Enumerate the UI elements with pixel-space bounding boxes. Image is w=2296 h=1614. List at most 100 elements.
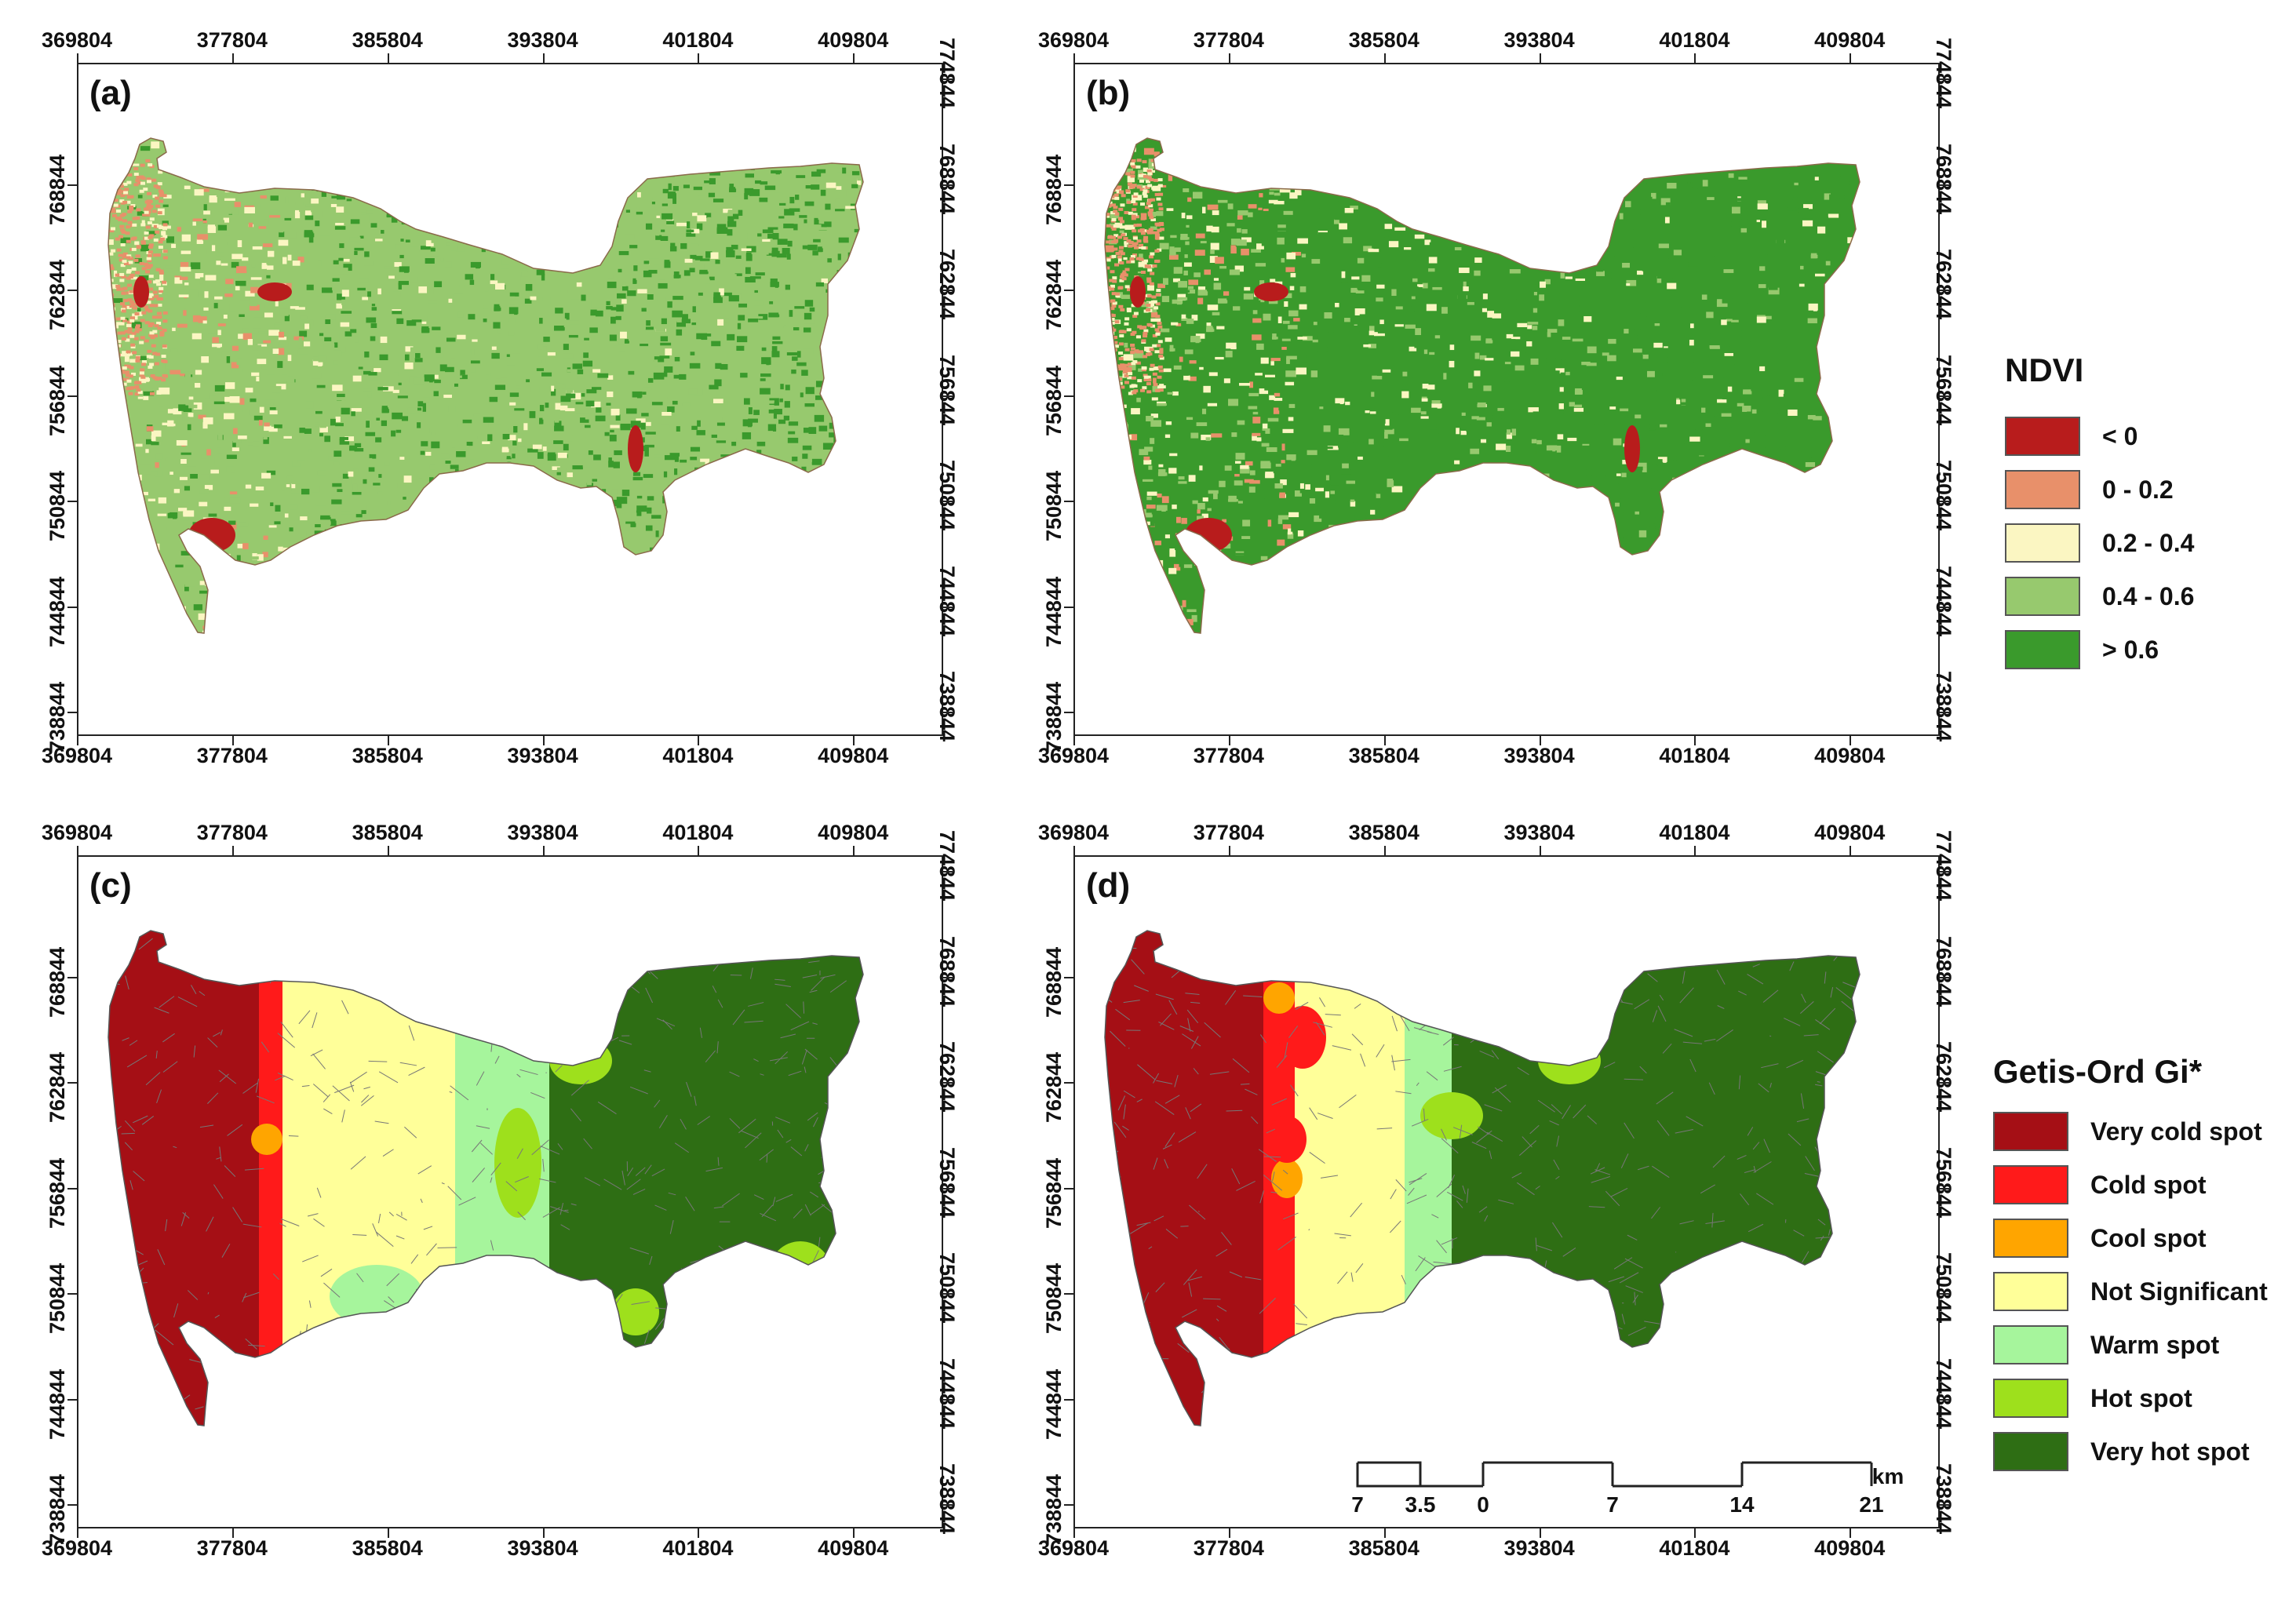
ndvi-pixel [745, 267, 751, 275]
ndvi-pixel [625, 611, 631, 615]
ndvi-pixel [1326, 567, 1333, 573]
ndvi-pixel [1693, 450, 1705, 456]
ndvi-pixel [858, 439, 863, 443]
ndvi-pixel [1627, 548, 1636, 553]
ndvi-pixel [1188, 279, 1199, 286]
ndvi-pixel [813, 239, 821, 242]
ndvi-pixel [204, 392, 210, 399]
ndvi-pixel [1506, 333, 1514, 339]
ndvi-pixel [1411, 407, 1421, 414]
ndvi-pixel [453, 614, 457, 618]
ndvi-pixel [782, 248, 790, 255]
ndvi-pixel [226, 466, 235, 472]
ndvi-pixel [672, 601, 678, 606]
ndvi-pixel [1386, 590, 1390, 596]
ndvi-pixel [145, 449, 149, 454]
ndvi-pixel [1682, 179, 1693, 183]
ndvi-pixel [132, 217, 137, 220]
ndvi-pixel [336, 206, 344, 213]
ndvi-pixel [805, 387, 815, 395]
ndvi-pixel [1759, 366, 1766, 372]
ndvi-pixel [1358, 138, 1369, 142]
ndvi-pixel [1598, 323, 1605, 330]
ndvi-pixel [363, 479, 367, 484]
ndvi-pixel [1299, 286, 1307, 293]
ndvi-pixel [159, 274, 164, 282]
ndvi-pixel [607, 372, 612, 376]
ndvi-pixel [339, 346, 346, 353]
ndvi-pixel [1569, 610, 1579, 617]
ndvi-pixel [1143, 459, 1152, 465]
ndvi-pixel [228, 522, 237, 530]
ndvi-pixel [236, 453, 240, 457]
ndvi-pixel [137, 390, 143, 394]
ndvi-pixel [384, 548, 392, 554]
ndvi-pixel [151, 430, 162, 437]
ndvi-pixel [1361, 580, 1372, 588]
ndvi-pixel [251, 264, 256, 268]
ndvi-pixel [656, 215, 661, 219]
ndvi-pixel [541, 574, 552, 577]
ndvi-pixel [1376, 488, 1387, 494]
ndvi-pixel [231, 253, 243, 260]
ndvi-pixel [510, 177, 520, 184]
ndvi-pixel [281, 173, 287, 177]
ndvi-pixel [762, 239, 771, 242]
ndvi-pixel [180, 551, 191, 556]
ndvi-pixel [566, 582, 578, 587]
ndvi-pixel [579, 532, 589, 537]
ndvi-pixel [297, 573, 304, 577]
ndvi-pixel [745, 563, 756, 567]
ndvi-pixel [1256, 243, 1264, 250]
ndvi-pixel [1842, 528, 1847, 535]
ndvi-pixel [363, 159, 374, 166]
ndvi-pixel [491, 555, 501, 560]
ndvi-pixel [403, 582, 407, 588]
ndvi-pixel [1813, 306, 1817, 312]
ndvi-pixel [1379, 324, 1387, 329]
ndvi-pixel [859, 218, 863, 225]
ndvi-pixel [785, 589, 793, 596]
ndvi-pixel [226, 563, 233, 569]
ndvi-pixel [317, 470, 326, 476]
ndvi-pixel [144, 339, 149, 343]
ndvi-pixel [1795, 268, 1799, 273]
ndvi-pixel [1413, 257, 1420, 260]
ndvi-pixel [1181, 518, 1187, 524]
ndvi-pixel [852, 571, 859, 577]
ndvi-pixel [1515, 153, 1519, 157]
ndvi-pixel [217, 348, 223, 353]
ndvi-pixel [1449, 139, 1460, 145]
ndvi-pixel [304, 628, 312, 633]
ndvi-pixel [238, 333, 246, 339]
ndvi-pixel [1828, 213, 1839, 218]
ndvi-pixel [1417, 180, 1422, 188]
ndvi-pixel [514, 408, 525, 411]
ndvi-pixel [1476, 316, 1486, 320]
ndvi-pixel [1376, 297, 1383, 302]
ndvi-pixel [122, 260, 127, 264]
ndvi-pixel [822, 443, 834, 450]
ndvi-pixel [833, 552, 843, 556]
ndvi-pixel [676, 321, 687, 327]
ndvi-pixel [140, 355, 147, 361]
ndvi-pixel [841, 385, 847, 392]
ndvi-pixel [109, 563, 115, 569]
ndvi-pixel [1105, 184, 1110, 191]
ndvi-pixel [1803, 491, 1814, 497]
ndvi-pixel [534, 520, 538, 524]
ndvi-pixel [580, 206, 584, 209]
ndvi-pixel [1147, 285, 1154, 291]
ndvi-pixel [1726, 512, 1737, 519]
ndvi-pixel [1576, 165, 1587, 173]
ndvi-pixel [1383, 138, 1390, 142]
ndvi-pixel [1468, 571, 1475, 577]
ndvi-pixel [553, 440, 563, 444]
ndvi-pixel [710, 252, 719, 259]
ndvi-pixel [658, 282, 668, 289]
ndvi-pixel [1544, 185, 1554, 188]
ndvi-pixel [523, 423, 528, 431]
ndvi-pixel [1431, 400, 1441, 404]
ndvi-pixel [162, 250, 168, 253]
ndvi-pixel [124, 330, 129, 333]
